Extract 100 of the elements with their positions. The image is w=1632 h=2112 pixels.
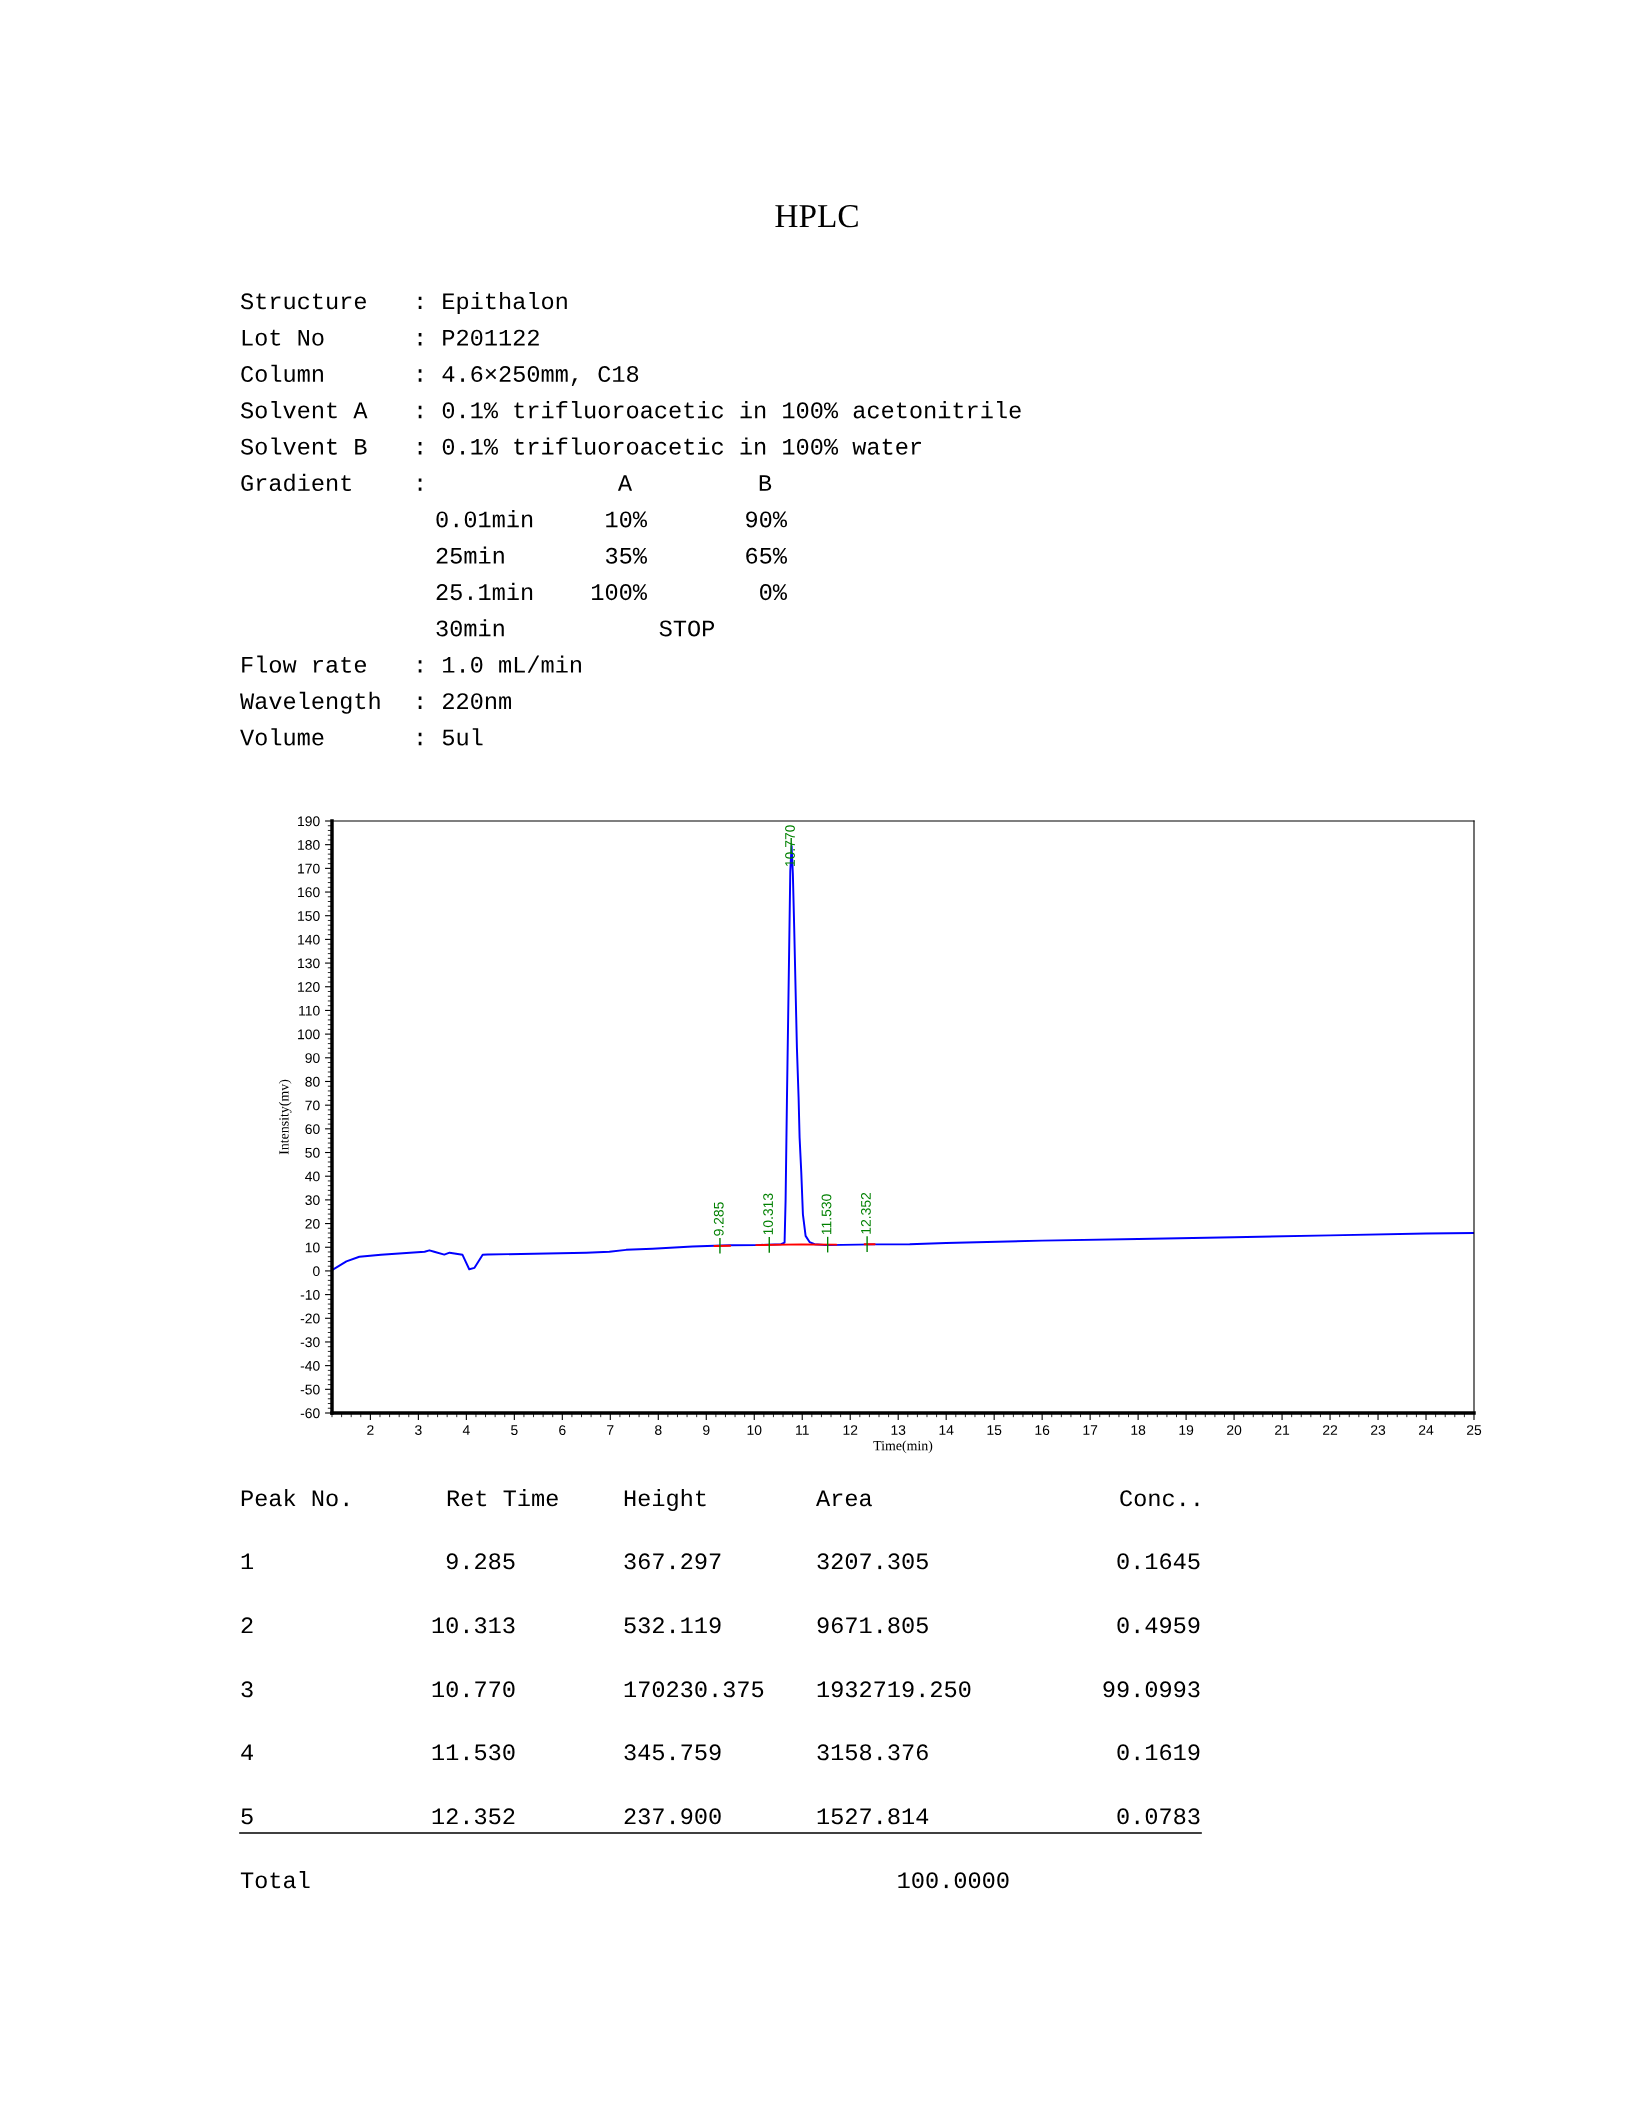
text: Height: [624, 1488, 706, 1511]
text: 25.1min: [436, 582, 533, 601]
text: 65%: [746, 547, 788, 564]
x-tick-label: 11: [796, 1425, 809, 1435]
annotation: 10.770: [785, 825, 795, 867]
text: Column: [241, 364, 323, 383]
y-tick-label: 190: [298, 816, 320, 827]
text: 532.119: [624, 1617, 721, 1634]
text: 25min: [436, 546, 504, 564]
text: 0.1645: [1117, 1553, 1200, 1570]
text: : 220nm: [418, 693, 511, 710]
text: 0%: [760, 584, 788, 601]
y-tick-label: 130: [298, 958, 320, 969]
y-tick-label: 80: [305, 1076, 320, 1087]
y-tick-label: 150: [298, 911, 320, 921]
text: 237.900: [624, 1808, 721, 1825]
y-tick-label: 170: [298, 863, 320, 874]
x-tick-label: 9: [703, 1425, 710, 1436]
y-tick-label: 20: [305, 1218, 320, 1229]
x-tick-label: 12: [843, 1425, 858, 1435]
text: 3207.305: [817, 1553, 928, 1570]
text: : 0.1% trifluoroacetic in 100% water: [418, 437, 921, 455]
x-tick-label: 5: [511, 1425, 518, 1436]
text: Peak No.: [241, 1488, 348, 1507]
text: Lot No: [242, 329, 324, 346]
text: : P201122: [418, 329, 539, 346]
x-tick-label: 21: [1275, 1425, 1290, 1435]
text: 35%: [605, 547, 648, 564]
y-tick-label: 120: [298, 982, 320, 992]
annotation: 9.285: [713, 1202, 724, 1236]
y-tick-label: 110: [299, 1005, 320, 1016]
text: 11.530: [432, 1744, 515, 1761]
text: Solvent A: [240, 401, 368, 419]
text: 1: [241, 1553, 254, 1570]
text: 100.0000: [898, 1872, 1009, 1889]
y-tick-label: 0: [313, 1266, 320, 1277]
x-tick-label: 23: [1371, 1425, 1386, 1436]
x-tick-label: 4: [462, 1425, 470, 1435]
x-tick-label: 22: [1323, 1425, 1338, 1435]
y-axis-title: Intensity(mv): [278, 1079, 292, 1155]
text: 1932719.250: [817, 1681, 971, 1698]
x-tick-label: 25: [1466, 1425, 1482, 1436]
x-tick-label: 24: [1418, 1425, 1434, 1435]
text: Solvent B: [240, 437, 367, 455]
text: Conc..: [1120, 1490, 1199, 1507]
text: Volume: [240, 728, 324, 746]
x-tick-label: 18: [1131, 1425, 1146, 1436]
text: 12.352: [432, 1808, 515, 1825]
y-tick-label: 70: [305, 1100, 320, 1111]
text: Area: [816, 1490, 872, 1507]
text: Wavelength: [240, 691, 380, 714]
y-tick-label: 40: [305, 1171, 320, 1182]
text: 10%: [606, 511, 648, 528]
y-tick-label: -50: [300, 1384, 320, 1395]
text: Ret Time: [447, 1488, 558, 1507]
text: 100%: [592, 584, 648, 601]
y-tick-label: 180: [298, 840, 320, 850]
text: 1527.814: [817, 1808, 929, 1825]
text: 90%: [746, 511, 788, 528]
y-tick-label: 160: [298, 887, 320, 898]
text: A: [617, 475, 633, 491]
text: 2: [241, 1617, 253, 1634]
annotation: 11.530: [821, 1194, 832, 1235]
text: 0.4959: [1117, 1617, 1200, 1634]
text: : 5ul: [418, 728, 483, 746]
x-tick-label: 15: [987, 1425, 1002, 1436]
y-tick-label: -60: [300, 1408, 320, 1419]
text: 345.759: [624, 1744, 721, 1761]
y-tick-label: 10: [305, 1242, 320, 1253]
text: 99.0993: [1103, 1681, 1200, 1698]
y-tick-label: -20: [300, 1313, 320, 1324]
text: STOP: [659, 620, 715, 637]
text: Flow rate: [242, 655, 366, 673]
text: 0.1619: [1117, 1744, 1200, 1761]
y-tick-label: 90: [305, 1053, 320, 1063]
text: 5: [241, 1808, 253, 1825]
x-tick-label: 8: [655, 1425, 662, 1436]
x-tick-label: 10: [747, 1425, 762, 1436]
x-tick-label: 20: [1227, 1425, 1242, 1436]
annotation: 12.352: [861, 1192, 871, 1234]
x-tick-label: 19: [1179, 1425, 1194, 1436]
text: : 4.6×250mm, C18: [418, 366, 639, 386]
x-tick-label: 13: [891, 1425, 906, 1436]
text: 3: [241, 1681, 253, 1698]
text: 9671.805: [817, 1617, 928, 1634]
text: 30min: [436, 619, 504, 637]
chart-title: HPLC: [775, 204, 858, 228]
text: Total: [240, 1870, 310, 1889]
y-tick-label: -40: [300, 1360, 320, 1371]
text: 3158.376: [817, 1744, 928, 1761]
text: 0.0783: [1117, 1808, 1200, 1825]
text: Gradient: [241, 473, 351, 492]
annotation: 10.313: [763, 1193, 773, 1235]
text: 170230.375: [624, 1681, 764, 1698]
text: Structure: [240, 293, 366, 310]
text: 4: [241, 1744, 253, 1761]
y-tick-label: 30: [305, 1195, 320, 1206]
x-tick-label: 7: [607, 1425, 614, 1435]
x-tick-label: 6: [559, 1425, 566, 1436]
text: 10.313: [432, 1617, 515, 1634]
